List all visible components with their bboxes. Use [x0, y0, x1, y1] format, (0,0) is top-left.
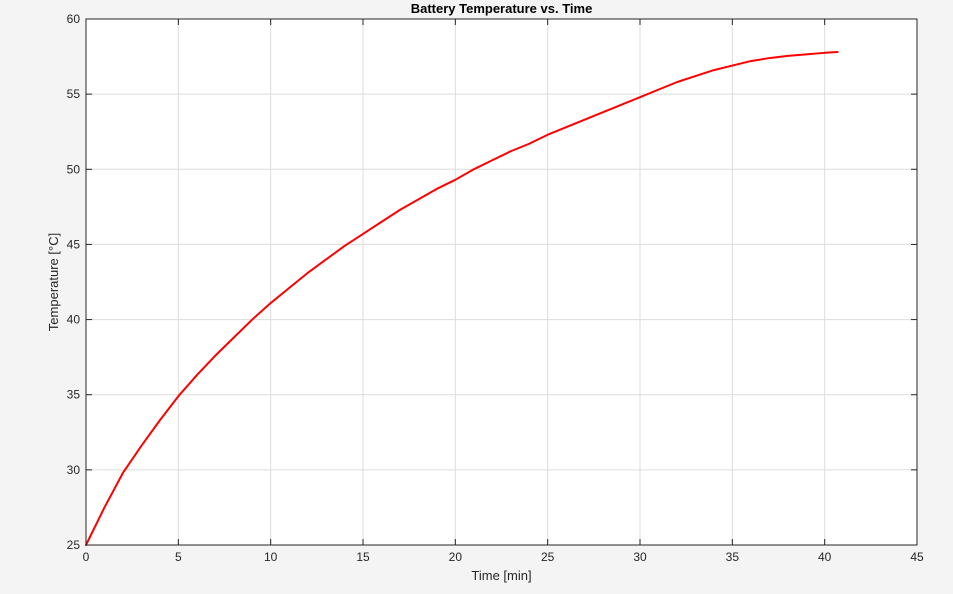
data-series — [85, 51, 839, 546]
x-tick-label: 20 — [449, 550, 463, 564]
x-tick-label: 40 — [818, 550, 832, 564]
y-tick-labels: 25 30 35 40 45 50 55 60 — [67, 12, 81, 552]
y-tick-label: 55 — [67, 87, 81, 101]
x-tick-label: 35 — [726, 550, 740, 564]
x-axis-label: Time [min] — [471, 568, 531, 583]
y-tick-label: 50 — [67, 162, 81, 176]
x-tick-label: 10 — [264, 550, 278, 564]
axes-background — [86, 19, 917, 545]
axes-box — [85, 18, 918, 546]
x-tick-label: 45 — [910, 550, 924, 564]
x-tick-label: 25 — [541, 550, 555, 564]
y-tick-label: 40 — [67, 313, 81, 327]
x-tick-label: 5 — [175, 550, 182, 564]
y-tick-label: 60 — [67, 12, 81, 26]
y-tick-label: 45 — [67, 237, 81, 251]
x-tick-label: 0 — [83, 550, 90, 564]
y-axis-label: Temperature [°C] — [46, 233, 61, 331]
temperature-series-line — [85, 51, 839, 546]
x-tick-labels: 0 5 10 15 20 25 30 35 40 45 — [83, 550, 924, 564]
y-tick-label: 25 — [67, 538, 81, 552]
y-tick-label: 35 — [67, 388, 81, 402]
x-tick-label: 30 — [633, 550, 647, 564]
chart-title: Battery Temperature vs. Time — [411, 1, 593, 16]
x-tick-label: 15 — [356, 550, 370, 564]
y-tick-label: 30 — [67, 463, 81, 477]
